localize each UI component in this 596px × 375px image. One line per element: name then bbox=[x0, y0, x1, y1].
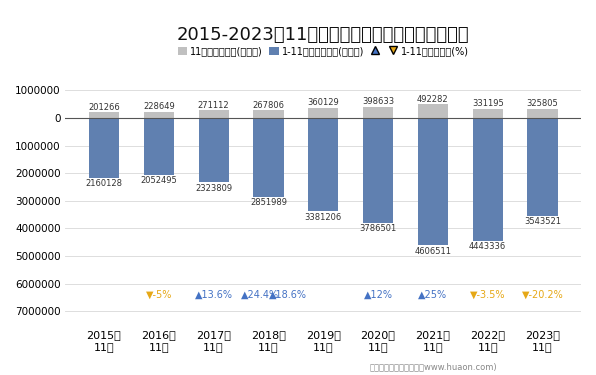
Text: 制图：华经产业研究院（www.huaon.com): 制图：华经产业研究院（www.huaon.com) bbox=[370, 362, 497, 371]
Text: 4443336: 4443336 bbox=[469, 242, 507, 251]
Text: 228649: 228649 bbox=[143, 102, 175, 111]
Text: ▼-3.5%: ▼-3.5% bbox=[470, 290, 505, 300]
Text: 3786501: 3786501 bbox=[359, 224, 397, 233]
Text: 3381206: 3381206 bbox=[305, 213, 342, 222]
Bar bbox=[418, 104, 448, 118]
Bar bbox=[253, 118, 284, 197]
Text: 3543521: 3543521 bbox=[524, 217, 561, 226]
Bar bbox=[89, 112, 119, 118]
Bar bbox=[308, 108, 339, 118]
Text: ▲24.4%: ▲24.4% bbox=[241, 290, 280, 300]
Bar bbox=[418, 118, 448, 245]
Text: ▲18.6%: ▲18.6% bbox=[269, 290, 306, 300]
Text: 360129: 360129 bbox=[308, 98, 339, 107]
Text: ▲13.6%: ▲13.6% bbox=[195, 290, 232, 300]
Bar bbox=[253, 111, 284, 118]
Bar bbox=[144, 118, 174, 175]
Text: 201266: 201266 bbox=[88, 103, 120, 112]
Legend: 11月进出口总额(万美元), 1-11月进出口总额(万美元), , 1-11月同比增速(%): 11月进出口总额(万美元), 1-11月进出口总额(万美元), , 1-11月同… bbox=[174, 42, 473, 60]
Text: 4606511: 4606511 bbox=[414, 247, 451, 256]
Bar bbox=[363, 118, 393, 222]
Text: 2323809: 2323809 bbox=[195, 184, 232, 193]
Bar bbox=[144, 111, 174, 118]
Text: 2052495: 2052495 bbox=[141, 176, 177, 185]
Bar bbox=[198, 110, 229, 118]
Text: 2160128: 2160128 bbox=[85, 179, 123, 188]
Bar bbox=[473, 118, 503, 241]
Text: 271112: 271112 bbox=[198, 100, 229, 109]
Bar bbox=[89, 118, 119, 178]
Text: 492282: 492282 bbox=[417, 94, 449, 104]
Text: 325805: 325805 bbox=[527, 99, 558, 108]
Text: ▲12%: ▲12% bbox=[364, 290, 393, 300]
Bar bbox=[473, 109, 503, 118]
Bar bbox=[308, 118, 339, 212]
Text: ▼-5%: ▼-5% bbox=[145, 290, 172, 300]
Text: 398633: 398633 bbox=[362, 97, 394, 106]
Bar bbox=[363, 107, 393, 118]
Text: 267806: 267806 bbox=[253, 101, 284, 110]
Text: 2851989: 2851989 bbox=[250, 198, 287, 207]
Bar bbox=[527, 118, 558, 216]
Bar bbox=[527, 109, 558, 118]
Title: 2015-2023年11月重庆西永综合保税区进出口总额: 2015-2023年11月重庆西永综合保税区进出口总额 bbox=[177, 26, 470, 44]
Text: ▲25%: ▲25% bbox=[418, 290, 448, 300]
Bar bbox=[198, 118, 229, 182]
Text: ▼-20.2%: ▼-20.2% bbox=[522, 290, 563, 300]
Text: 331195: 331195 bbox=[472, 99, 504, 108]
